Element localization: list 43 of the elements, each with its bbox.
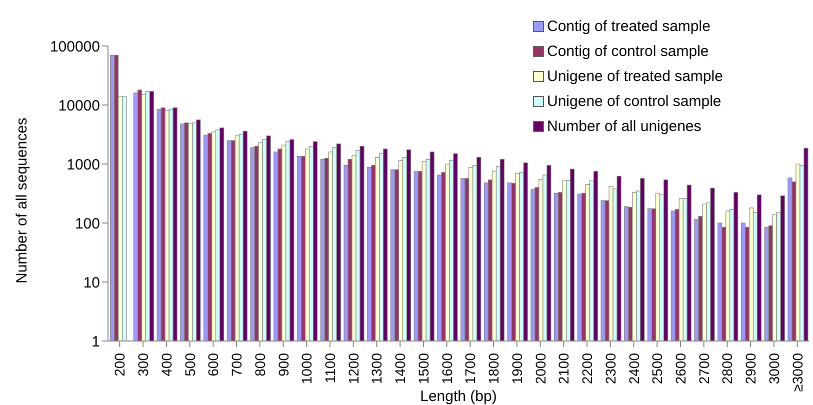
y-tick-label: 1000 <box>66 156 100 174</box>
x-tick-label: 900 <box>275 352 292 376</box>
x-tick-label: 2600 <box>672 352 688 384</box>
x-tick-label: 1000 <box>298 352 315 384</box>
x-tick-label: 3000 <box>766 352 782 384</box>
x-tick-label: 2100 <box>556 352 572 384</box>
legend-label: Unigene of treated sample <box>547 68 723 85</box>
x-tick-label: 600 <box>205 352 222 376</box>
x-tick-label: 1100 <box>322 352 338 384</box>
x-tick-label: 2500 <box>649 352 666 384</box>
legend-label: Unigene of control sample <box>547 93 722 110</box>
x-tick-label: 400 <box>158 352 174 376</box>
x-tick-label: 2800 <box>719 352 736 384</box>
y-tick-label: 100000 <box>50 38 100 56</box>
y-tick-label: 1 <box>92 333 100 350</box>
x-tick-label: 1700 <box>462 352 478 384</box>
x-tick-label: 200 <box>112 352 128 376</box>
x-tick-label: 300 <box>135 352 152 376</box>
x-tick-label: 500 <box>182 352 198 376</box>
x-tick-label: 1800 <box>486 352 502 384</box>
y-tick-label: 10 <box>83 274 100 292</box>
x-tick-label: 2400 <box>626 352 642 384</box>
x-tick-label: 2300 <box>602 352 618 384</box>
x-tick-label: 1500 <box>415 352 432 384</box>
x-tick-label: 2900 <box>742 352 759 384</box>
legend-label: Contig of control sample <box>547 43 709 60</box>
x-tick-label: 1200 <box>345 352 362 384</box>
x-tick-label: 700 <box>228 352 245 376</box>
x-tick-label: 1400 <box>392 352 408 384</box>
legend-label: Contig of treated sample <box>547 18 710 35</box>
y-tick-label: 10000 <box>58 97 100 114</box>
x-tick-label: 2200 <box>579 352 596 384</box>
y-axis-title: Number of all sequences <box>13 118 30 284</box>
x-tick-label: 1300 <box>368 352 385 384</box>
legend-label: Number of all unigenes <box>547 118 702 135</box>
x-tick-label: 800 <box>252 352 268 376</box>
x-tick-label: ≥3000 <box>789 352 806 392</box>
x-tick-label: 1600 <box>438 352 455 384</box>
x-tick-label: 2000 <box>532 352 548 384</box>
x-axis-title: Length (bp) <box>420 388 497 405</box>
y-tick-label: 100 <box>74 215 100 232</box>
x-tick-label: 2700 <box>696 352 712 384</box>
x-tick-label: 1900 <box>508 352 525 384</box>
